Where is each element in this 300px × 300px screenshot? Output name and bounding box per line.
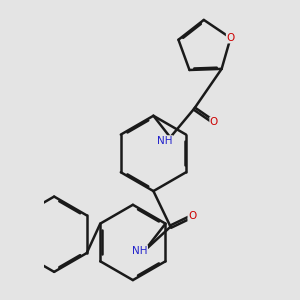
Text: O: O — [210, 117, 218, 127]
Text: NH: NH — [132, 246, 148, 256]
Text: O: O — [188, 211, 196, 221]
Text: O: O — [226, 33, 235, 43]
Text: NH: NH — [157, 136, 172, 146]
